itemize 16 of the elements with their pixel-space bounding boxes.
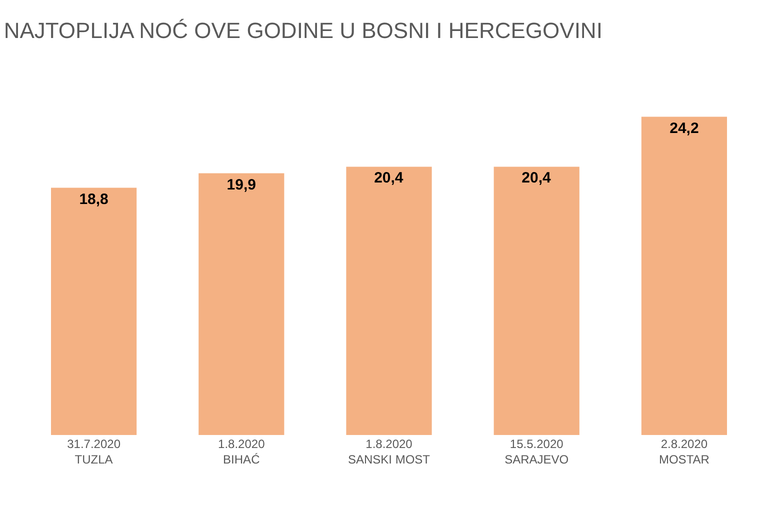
x-tick-label: 1.8.2020 SANSKI MOST bbox=[348, 437, 431, 467]
x-tick-label: 1.8.2020 BIHAĆ bbox=[218, 437, 266, 467]
x-tick-label: 31.7.2020 TUZLA bbox=[67, 437, 121, 467]
data-label: 18,8 bbox=[79, 190, 108, 208]
chart-title: NAJTOPLIJA NOĆ OVE GODINE U BOSNI I HERCEGOVINI bbox=[4, 18, 602, 44]
x-tick-label: 2.8.2020 MOSTAR bbox=[658, 437, 710, 467]
bar bbox=[346, 166, 432, 435]
data-label: 20,4 bbox=[374, 170, 404, 187]
data-label: 24,2 bbox=[670, 120, 699, 137]
x-tick-label: 15.5.2020 SARAJEVO bbox=[504, 437, 569, 467]
bar bbox=[51, 188, 137, 435]
bar bbox=[641, 116, 727, 435]
data-label: 20,4 bbox=[522, 170, 552, 187]
bar bbox=[494, 166, 580, 435]
data-label: 19,9 bbox=[226, 176, 256, 194]
bar bbox=[198, 173, 284, 435]
